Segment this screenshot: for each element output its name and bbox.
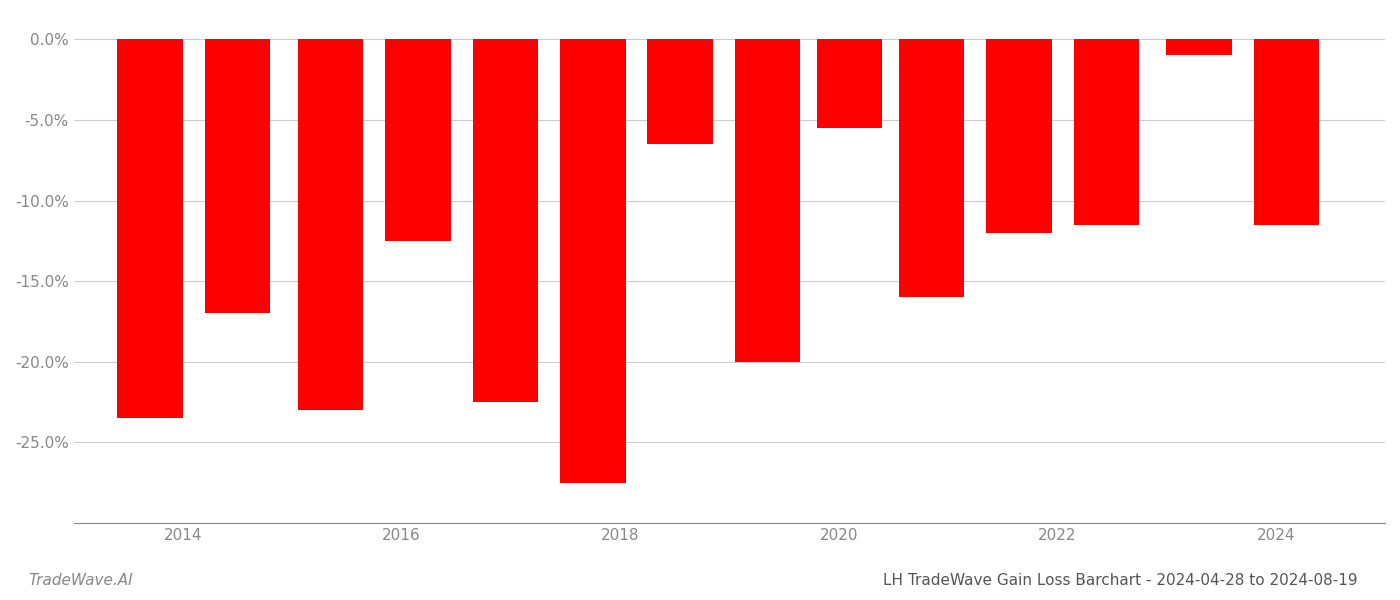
- Bar: [385, 39, 451, 241]
- Bar: [1074, 39, 1140, 225]
- Bar: [986, 39, 1051, 233]
- Text: TradeWave.AI: TradeWave.AI: [28, 573, 133, 588]
- Text: LH TradeWave Gain Loss Barchart - 2024-04-28 to 2024-08-19: LH TradeWave Gain Loss Barchart - 2024-0…: [883, 573, 1358, 588]
- Bar: [647, 39, 713, 144]
- Bar: [204, 39, 270, 313]
- Bar: [473, 39, 538, 402]
- Bar: [298, 39, 364, 410]
- Bar: [1254, 39, 1319, 225]
- Bar: [899, 39, 965, 297]
- Bar: [118, 39, 183, 418]
- Bar: [560, 39, 626, 483]
- Bar: [816, 39, 882, 128]
- Bar: [1166, 39, 1232, 55]
- Bar: [735, 39, 801, 362]
